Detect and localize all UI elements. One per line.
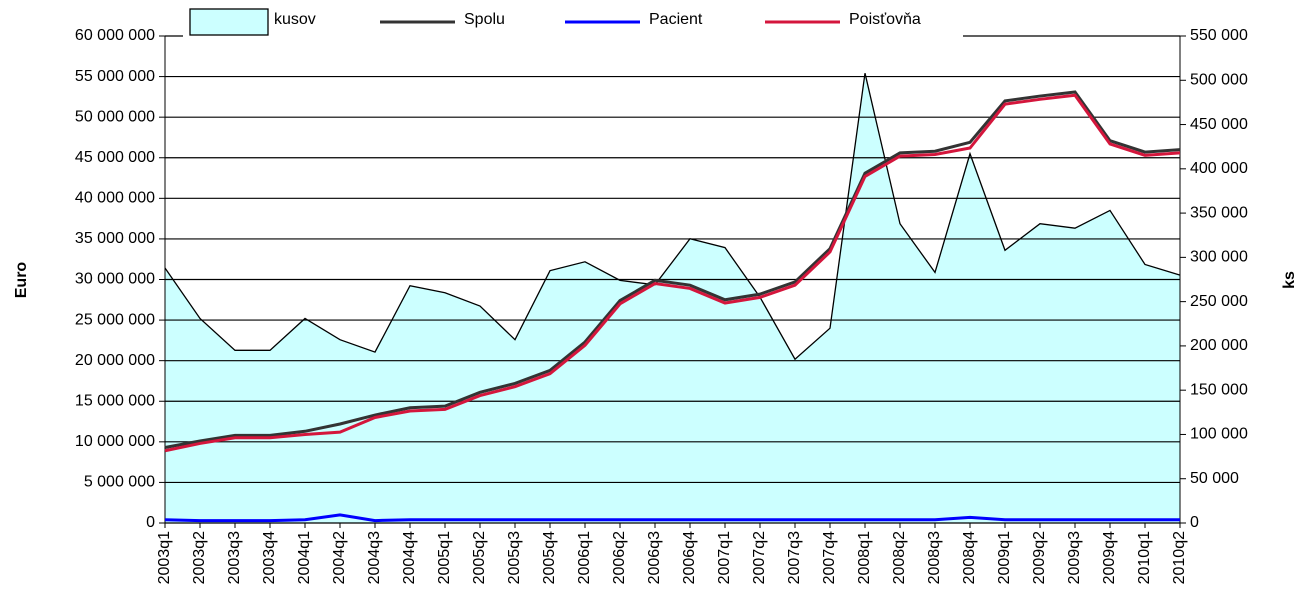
x-tick-label: 2004q1 <box>296 531 313 584</box>
x-tick-label: 2007q3 <box>786 531 803 584</box>
x-tick-label: 2005q3 <box>506 531 523 584</box>
x-tick-label: 2010q1 <box>1136 531 1153 584</box>
y2-tick-label: 550 000 <box>1190 27 1248 44</box>
x-tick-label: 2009q2 <box>1031 531 1048 584</box>
x-tick-label: 2009q3 <box>1066 531 1083 584</box>
x-tick-label: 2008q2 <box>891 531 908 584</box>
x-tick-label: 2008q4 <box>961 531 978 584</box>
x-tick-label: 2006q2 <box>611 531 628 584</box>
x-tick-label: 2006q4 <box>681 531 698 584</box>
area-line <box>164 73 1181 361</box>
x-tick-label: 2003q2 <box>191 531 208 584</box>
x-tick-label: 2004q3 <box>366 531 383 584</box>
y2-tick-label: 300 000 <box>1190 249 1248 266</box>
line <box>164 93 1181 453</box>
y-tick-label: 0 <box>146 514 155 531</box>
y2-tick-label: 200 000 <box>1190 337 1248 354</box>
x-tick-label: 2007q4 <box>821 531 838 584</box>
legend-swatch <box>189 8 269 36</box>
x-tick-label: 2005q4 <box>541 531 558 584</box>
y-tick-label: 45 000 000 <box>75 149 155 166</box>
y2-tick-label: 400 000 <box>1190 160 1248 177</box>
y2-axis-label: ks <box>1281 271 1298 289</box>
y-tick-label: 10 000 000 <box>75 433 155 450</box>
y2-tick-label: 50 000 <box>1190 470 1239 487</box>
legend-label: Pacient <box>649 11 703 28</box>
y2-tick-label: 150 000 <box>1190 381 1248 398</box>
x-tick-label: 2003q3 <box>226 531 243 584</box>
y-tick-label: 5 000 000 <box>84 474 155 491</box>
x-tick-label: 2006q3 <box>646 531 663 584</box>
x-tick-label: 2009q1 <box>996 531 1013 584</box>
x-tick-label: 2008q3 <box>926 531 943 584</box>
x-tick-label: 2007q2 <box>751 531 768 584</box>
y-tick-label: 55 000 000 <box>75 68 155 85</box>
x-tick-label: 2005q1 <box>436 531 453 584</box>
y-tick-label: 15 000 000 <box>75 392 155 409</box>
y-tick-label: 25 000 000 <box>75 311 155 328</box>
y2-tick-label: 500 000 <box>1190 71 1248 88</box>
y-tick-label: 60 000 000 <box>75 27 155 44</box>
legend-label: Poisťovňa <box>849 11 921 28</box>
y-tick-label: 35 000 000 <box>75 230 155 247</box>
y2-tick-label: 100 000 <box>1190 426 1248 443</box>
line <box>164 90 1181 449</box>
x-tick-label: 2009q4 <box>1101 531 1118 584</box>
y-tick-label: 50 000 000 <box>75 108 155 125</box>
x-tick-label: 2004q2 <box>331 531 348 584</box>
y-tick-label: 20 000 000 <box>75 352 155 369</box>
x-tick-label: 2003q1 <box>156 531 173 584</box>
legend-label: kusov <box>274 11 316 28</box>
legend-label: Spolu <box>464 11 505 28</box>
x-tick-label: 2007q1 <box>716 531 733 584</box>
y2-tick-label: 450 000 <box>1190 116 1248 133</box>
line <box>164 513 1180 523</box>
x-tick-label: 2003q4 <box>261 531 278 584</box>
y2-tick-label: 0 <box>1190 514 1199 531</box>
x-tick-label: 2010q2 <box>1171 531 1188 584</box>
x-tick-label: 2008q1 <box>856 531 873 584</box>
area <box>165 73 1180 524</box>
y2-tick-label: 350 000 <box>1190 204 1248 221</box>
x-tick-label: 2006q1 <box>576 531 593 584</box>
y-axis-label: Euro <box>13 262 30 299</box>
y2-tick-label: 250 000 <box>1190 293 1248 310</box>
x-tick-label: 2005q2 <box>471 531 488 584</box>
y-tick-label: 40 000 000 <box>75 190 155 207</box>
x-tick-label: 2004q4 <box>401 531 418 584</box>
y-tick-label: 30 000 000 <box>75 271 155 288</box>
